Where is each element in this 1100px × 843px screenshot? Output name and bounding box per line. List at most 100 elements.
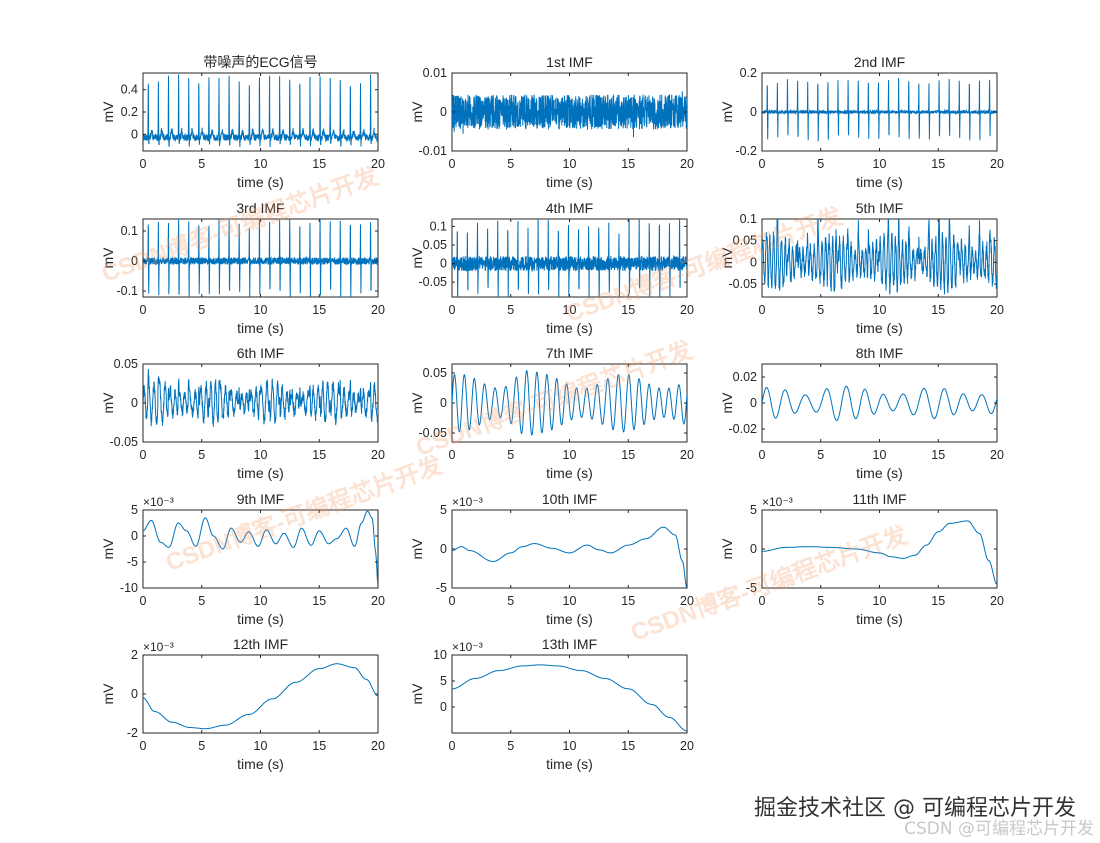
x-tick-label: 5 — [507, 739, 514, 753]
signal-line — [143, 219, 378, 297]
signal-line — [452, 91, 687, 138]
y-tick-label: 0 — [440, 542, 447, 556]
y-tick-label: -0.1 — [116, 284, 138, 298]
subplot-title: 9th IMF — [237, 491, 284, 507]
y-tick-label: 0.4 — [121, 83, 138, 97]
y-axis-label: mV — [100, 538, 116, 560]
x-tick-label: 5 — [198, 157, 205, 171]
x-tick-label: 20 — [371, 594, 385, 608]
y-tick-label: 5 — [440, 674, 447, 688]
x-tick-label: 15 — [931, 303, 945, 317]
x-axis-label: time (s) — [856, 611, 903, 627]
y-tick-label: -5 — [746, 581, 757, 595]
subplot-title: 3rd IMF — [236, 200, 284, 216]
x-axis-label: time (s) — [856, 174, 903, 190]
x-tick-label: 5 — [817, 448, 824, 462]
y-axis-label: mV — [409, 101, 425, 123]
x-tick-label: 10 — [563, 303, 577, 317]
x-tick-label: 5 — [817, 303, 824, 317]
signal-line — [762, 520, 997, 585]
x-tick-label: 0 — [140, 739, 147, 753]
x-tick-label: 0 — [449, 594, 456, 608]
x-tick-label: 10 — [563, 739, 577, 753]
y-tick-label: 0.05 — [423, 238, 447, 252]
y-tick-label: 0 — [750, 255, 757, 269]
y-axis-label: mV — [719, 101, 735, 123]
y-tick-label: 0 — [440, 257, 447, 271]
x-axis-label: time (s) — [237, 320, 284, 336]
y-axis-label: mV — [409, 538, 425, 560]
x-tick-label: 0 — [140, 157, 147, 171]
x-tick-label: 10 — [873, 157, 887, 171]
subplot-title: 12th IMF — [233, 636, 288, 652]
x-tick-label: 20 — [680, 157, 694, 171]
y-tick-label: 0 — [750, 396, 757, 410]
x-axis-label: time (s) — [546, 320, 593, 336]
y-tick-label: 0 — [131, 687, 138, 701]
x-tick-label: 5 — [198, 594, 205, 608]
x-tick-label: 15 — [931, 594, 945, 608]
subplot-14: 0 5 10 15 20 0 5 10 13th IMF time (s) mV ×10⁻³ — [409, 636, 694, 772]
x-tick-label: 15 — [931, 448, 945, 462]
x-tick-label: 0 — [449, 303, 456, 317]
y-tick-label: 0.05 — [114, 357, 138, 371]
x-tick-label: 5 — [507, 303, 514, 317]
signal-line — [143, 74, 378, 148]
subplot-title: 1st IMF — [546, 54, 593, 70]
x-tick-label: 5 — [198, 448, 205, 462]
subplot-title: 2nd IMF — [854, 54, 905, 70]
x-tick-label: 5 — [507, 594, 514, 608]
x-tick-label: 20 — [680, 594, 694, 608]
subplot-title: 11th IMF — [852, 491, 906, 507]
subplot-title: 7th IMF — [546, 345, 593, 361]
signal-line — [452, 664, 687, 732]
y-axis-label: mV — [719, 538, 735, 560]
subplot-title: 8th IMF — [856, 345, 903, 361]
x-tick-label: 15 — [312, 594, 326, 608]
y-tick-label: 0 — [440, 105, 447, 119]
y-tick-label: -0.2 — [735, 144, 757, 158]
y-tick-label: -2 — [127, 726, 138, 740]
plot-area — [761, 363, 998, 443]
x-tick-label: 10 — [254, 303, 268, 317]
signal-line — [762, 77, 997, 142]
x-tick-label: 10 — [873, 303, 887, 317]
x-tick-label: 15 — [621, 448, 635, 462]
x-axis-label: time (s) — [546, 174, 593, 190]
y-exponent-label: ×10⁻³ — [452, 640, 483, 654]
y-axis-label: mV — [719, 392, 735, 414]
subplot-title: 13th IMF — [542, 636, 597, 652]
plot-area — [142, 654, 379, 734]
x-tick-label: 0 — [759, 594, 766, 608]
x-tick-label: 10 — [563, 594, 577, 608]
x-tick-label: 20 — [990, 157, 1004, 171]
x-tick-label: 0 — [140, 303, 147, 317]
x-tick-label: 20 — [371, 303, 385, 317]
x-tick-label: 20 — [371, 157, 385, 171]
y-exponent-label: ×10⁻³ — [143, 495, 174, 509]
y-axis-label: mV — [100, 101, 116, 123]
signal-line — [762, 219, 997, 295]
x-tick-label: 5 — [198, 303, 205, 317]
x-tick-label: 0 — [140, 594, 147, 608]
subplot-1: 0 5 10 15 20 0 0.2 0.4 带噪声的ECG信号 time (s) mV — [100, 54, 385, 190]
x-tick-label: 10 — [873, 448, 887, 462]
y-tick-label: 10 — [433, 648, 447, 662]
y-axis-label: mV — [100, 247, 116, 269]
plot-area — [142, 509, 379, 589]
x-tick-label: 15 — [312, 303, 326, 317]
subplot-title: 4th IMF — [546, 200, 593, 216]
x-axis-label: time (s) — [237, 174, 284, 190]
x-tick-label: 15 — [621, 594, 635, 608]
y-tick-label: 0 — [131, 529, 138, 543]
y-tick-label: 0 — [750, 105, 757, 119]
x-tick-label: 5 — [507, 448, 514, 462]
y-exponent-label: ×10⁻³ — [452, 495, 483, 509]
x-axis-label: time (s) — [546, 611, 593, 627]
plot-area — [142, 363, 379, 443]
x-tick-label: 10 — [563, 448, 577, 462]
